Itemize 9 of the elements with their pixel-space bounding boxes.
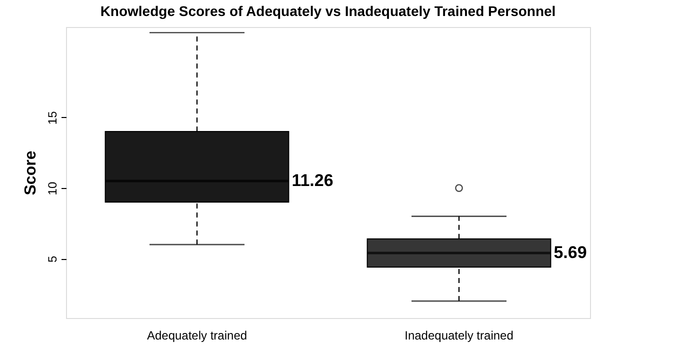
x-tick-label: Adequately trained [146, 328, 248, 342]
x-tick-label: Inadequately trained [404, 328, 514, 342]
y-tick-label: 5 [46, 256, 60, 263]
annotation: 11.26 [292, 170, 334, 190]
y-axis-title: Score [22, 150, 40, 196]
y-tick-label: 10 [46, 182, 60, 196]
y-tick-label: 15 [46, 110, 60, 125]
annotation: 5.69 [554, 243, 587, 262]
chart-title: Knowledge Scores of Adequately vs Inadequately Trained Personnel [100, 3, 556, 19]
